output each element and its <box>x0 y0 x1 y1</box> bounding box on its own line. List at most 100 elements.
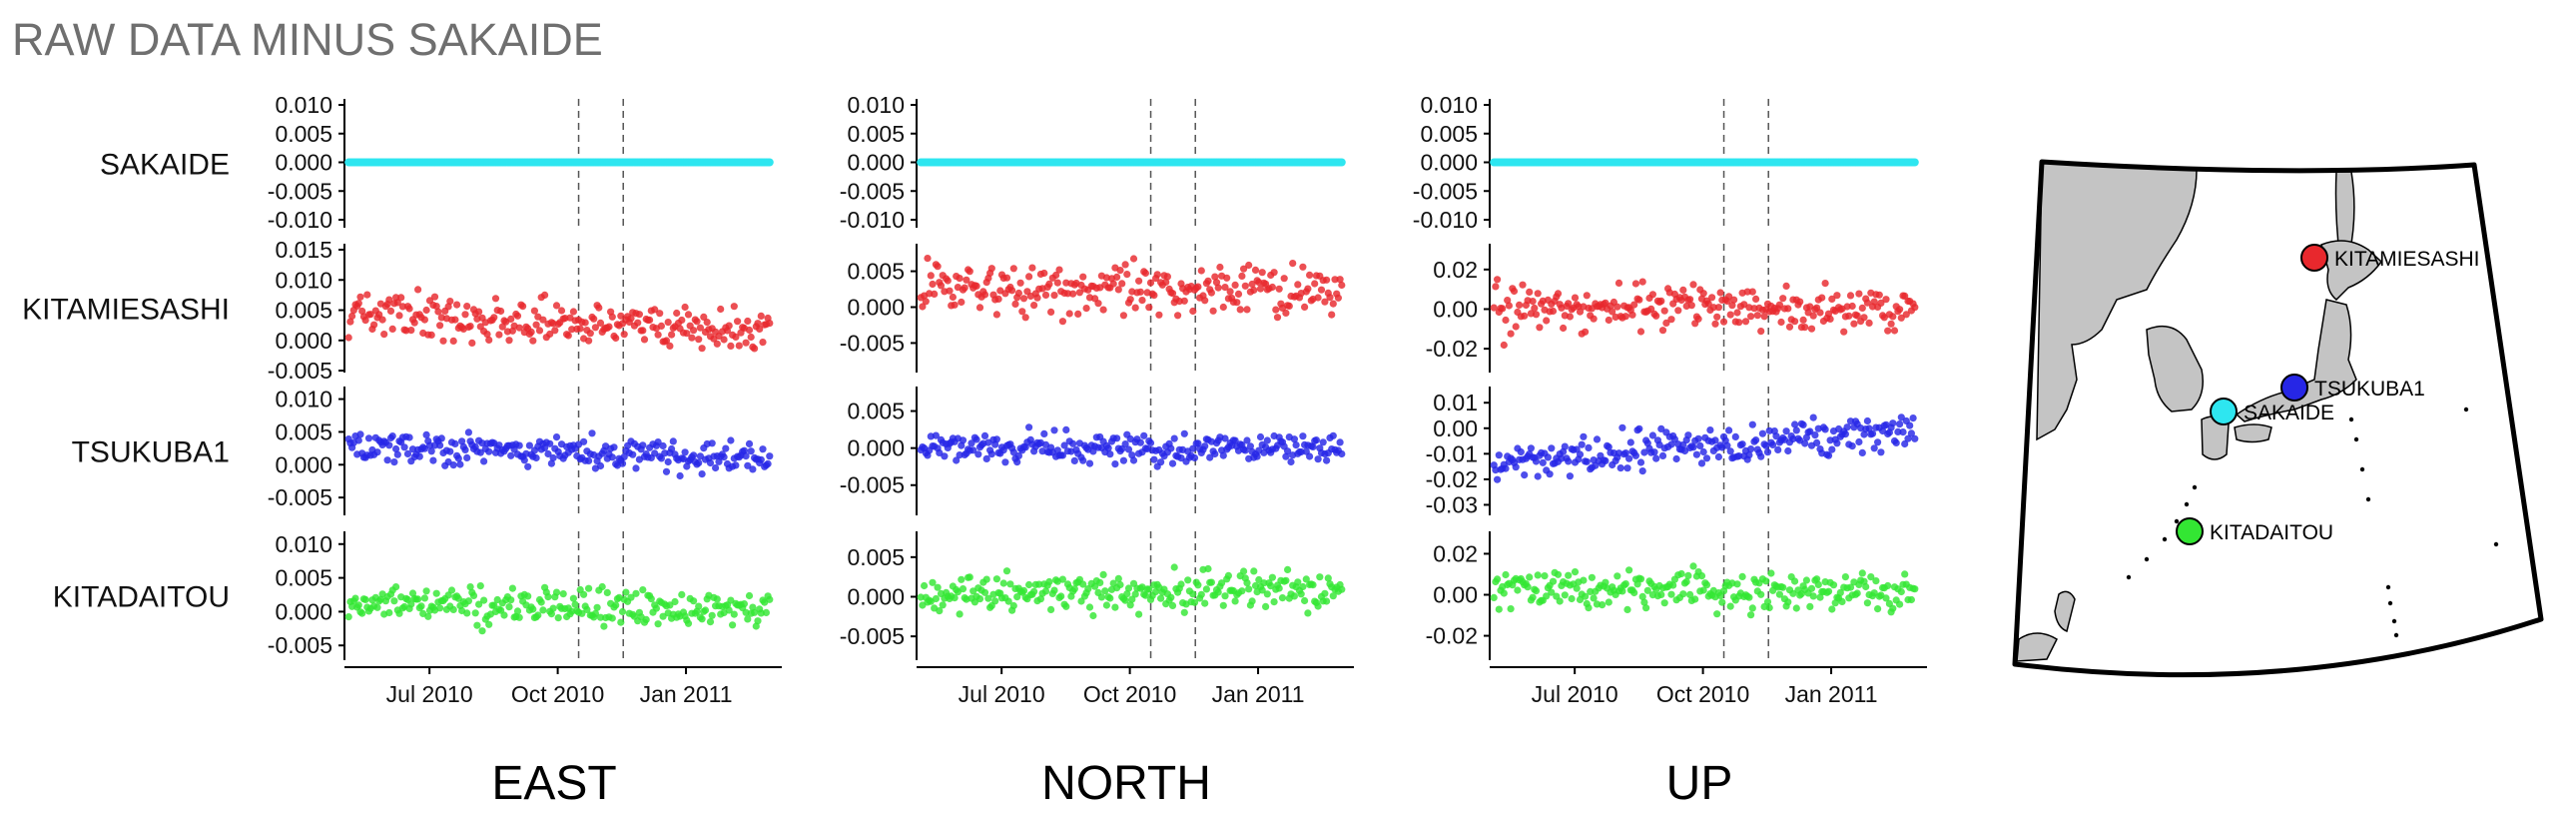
island <box>2348 416 2354 422</box>
station-label: KITAMIESASHI <box>22 294 230 327</box>
data-point <box>1527 444 1535 452</box>
data-point <box>759 339 767 347</box>
data-point <box>1079 456 1087 464</box>
data-point <box>1840 328 1848 336</box>
island <box>2359 466 2365 472</box>
data-point <box>605 323 613 331</box>
data-point <box>1775 301 1783 309</box>
data-point <box>585 456 593 464</box>
data-point <box>403 449 412 457</box>
data-point <box>1642 604 1650 612</box>
data-point <box>1630 301 1638 309</box>
data-point <box>610 443 618 451</box>
y-tick-label: 0.000 <box>275 451 332 477</box>
data-point <box>1549 307 1558 316</box>
data-point <box>922 298 930 306</box>
data-point <box>392 444 400 453</box>
y-tick-label: -0.005 <box>840 178 905 204</box>
data-point <box>654 438 662 446</box>
data-point <box>706 618 715 626</box>
data-point <box>1747 611 1755 619</box>
data-point <box>745 591 754 600</box>
data-point <box>1517 447 1525 456</box>
data-point <box>944 277 952 285</box>
data-point <box>463 453 471 461</box>
data-point <box>1868 429 1877 437</box>
data-point <box>1499 305 1507 313</box>
data-point <box>552 302 561 310</box>
data-point <box>1850 320 1858 328</box>
data-point <box>505 337 513 345</box>
data-point <box>695 336 703 344</box>
data-point <box>1155 311 1163 319</box>
data-point <box>1561 442 1569 450</box>
data-point <box>1314 602 1322 610</box>
data-point <box>1323 597 1331 605</box>
island <box>2126 574 2132 580</box>
data-point <box>1571 568 1580 576</box>
data-point <box>657 322 666 330</box>
data-point <box>1168 601 1177 610</box>
data-point <box>1699 447 1707 456</box>
data-point <box>958 298 966 307</box>
panel-north-sakaide: 0.010 0.005 0.000-0.005 -0.010 <box>840 92 1346 233</box>
data-point <box>1094 300 1102 308</box>
data-point <box>385 608 393 617</box>
data-point <box>1889 419 1897 427</box>
data-point <box>934 263 942 271</box>
panel-up-kitadaitou: 0.02 0.00 -0.02 Jul 2010 Oct 2010 Jan 2011 UP <box>1426 531 1927 810</box>
data-point <box>1009 601 1017 610</box>
island <box>2385 584 2391 590</box>
data-point <box>585 584 593 592</box>
data-point <box>1779 295 1787 303</box>
data-point <box>612 601 620 609</box>
data-point <box>1510 287 1519 296</box>
data-point <box>1784 598 1792 606</box>
data-point <box>453 301 461 309</box>
data-point <box>1858 304 1866 312</box>
data-point <box>1317 286 1326 294</box>
data-point <box>937 282 946 290</box>
data-point <box>1657 297 1665 305</box>
data-point <box>1813 438 1821 446</box>
data-point <box>1566 313 1574 321</box>
data-point <box>437 434 445 442</box>
data-point <box>1285 302 1293 310</box>
data-point <box>1189 590 1197 598</box>
data-point <box>1824 451 1833 459</box>
data-point <box>1652 454 1660 462</box>
data-point <box>1289 260 1297 268</box>
data-point <box>569 594 578 602</box>
data-point <box>766 452 774 460</box>
data-point <box>1069 290 1077 298</box>
island <box>2365 496 2371 502</box>
data-point <box>1554 570 1563 578</box>
data-point <box>475 308 483 316</box>
data-point <box>1636 328 1645 336</box>
panel-north-kitadaitou: 0.005 0.000 -0.005 Jul 2010 Oct 2010 Jan 2011… <box>840 531 1354 810</box>
data-point <box>1331 276 1339 284</box>
data-point <box>1583 457 1591 465</box>
data-point <box>532 321 540 329</box>
data-point <box>676 471 684 480</box>
data-point <box>513 607 522 615</box>
data-point <box>764 459 772 467</box>
y-tick-label: -0.02 <box>1426 466 1478 492</box>
data-point <box>690 451 698 459</box>
data-point <box>1686 296 1694 304</box>
data-point <box>480 457 488 465</box>
island <box>2353 436 2359 442</box>
data-point <box>740 446 749 454</box>
data-point <box>1057 592 1065 600</box>
data-point <box>1136 288 1144 296</box>
data-point <box>1526 573 1534 581</box>
data-point <box>1599 601 1607 609</box>
data-point <box>1201 297 1209 305</box>
data-point <box>580 590 588 598</box>
data-point <box>451 316 459 324</box>
panel-up-tsukuba1: 0.010.00-0.01-0.02-0.03 <box>1426 387 1919 517</box>
station-marker-sakaide <box>2210 398 2238 425</box>
data-point <box>1887 320 1895 328</box>
data-point <box>1329 431 1337 439</box>
panel-up-kitamiesashi: 0.02 0.00 -0.02 <box>1426 244 1919 373</box>
